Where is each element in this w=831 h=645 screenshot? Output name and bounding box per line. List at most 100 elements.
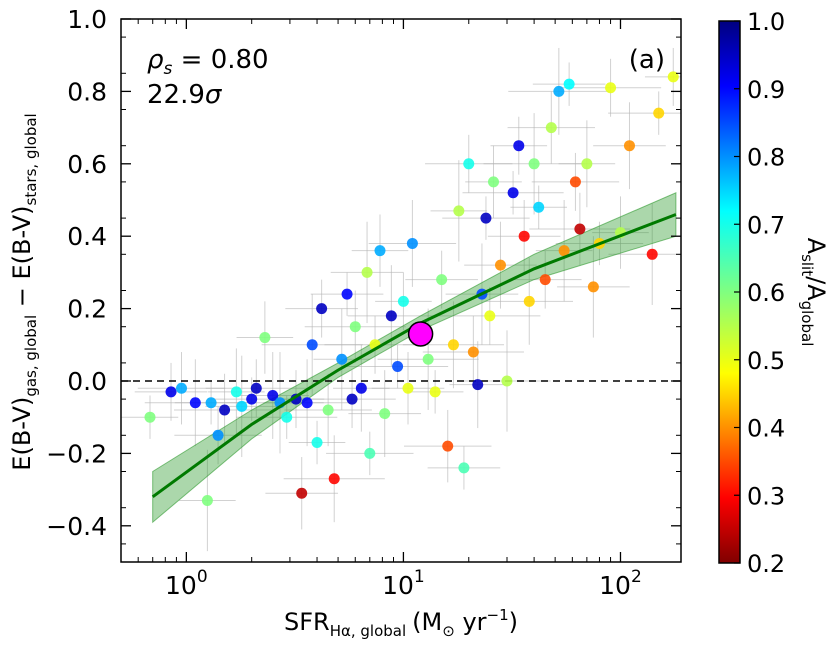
rho-annotation: ρs = 0.80 [147,45,269,79]
data-point [501,375,513,387]
data-point [533,201,545,213]
x-tick-label: 102 [599,567,642,600]
data-point [436,274,448,286]
data-point [301,397,313,409]
panel-label: (a) [629,45,665,75]
data-point [484,310,496,322]
y-tick-label: 0.6 [67,150,107,179]
significance-annotation: 22.9σ [147,80,223,110]
colorbar-tick-label: 1.0 [747,8,785,36]
data-point [442,440,454,452]
colorbar-tick-label: 0.3 [747,482,785,510]
data-point [316,303,328,315]
colorbar-tick-label: 0.6 [747,279,785,307]
data-point [406,237,418,249]
data-point [539,274,551,286]
data-point [341,288,353,300]
x-axis-label: SFRHα, global (M⊙ yr−1) [284,606,518,640]
data-point [545,122,557,134]
data-point [402,382,414,394]
data-point [523,295,535,307]
data-point [513,140,525,152]
data-point [429,386,441,398]
colorbar-label: Aslit/Aglobal [798,238,830,347]
data-point [574,223,586,235]
data-point [259,332,271,344]
data-point [205,397,217,409]
highlight-point [407,321,434,347]
data-point [581,158,593,170]
y-tick-label: 0.4 [67,222,107,251]
data-point [558,245,570,257]
data-point [189,397,201,409]
data-point [165,386,177,398]
colorbar-tick-label: 0.2 [747,550,785,578]
data-point [623,140,635,152]
data-point [349,321,361,333]
data-point [653,107,665,119]
data-point [236,400,248,412]
data-point [467,346,479,358]
data-point [212,429,224,441]
axis-ticks: 100 101 102 1.0 0.8 0.6 0.4 0.2 0.0 −0.2 −0.4 [46,5,681,600]
data-point [219,404,231,416]
data-point [296,487,308,499]
y-axis-label: E(B-V)gas, global − E(B-V)stars, global [8,113,40,470]
data-point [422,353,434,365]
colorbar-tick-label: 0.9 [747,76,785,104]
data-point [458,462,470,474]
data-point [563,78,575,90]
data-point [246,393,258,405]
data-point [587,281,599,293]
data-point [667,71,679,83]
fit-line [151,213,677,499]
data-point [230,386,242,398]
data-point [487,176,499,188]
y-tick-label: 1.0 [67,5,107,34]
data-point [201,494,213,506]
data-point [176,382,188,394]
data-point [328,473,340,485]
y-tick-label: 0.0 [67,367,107,396]
data-point [569,176,581,188]
x-tick-label: 101 [382,567,425,600]
data-point [605,82,617,94]
data-point [507,187,519,199]
data-point [480,212,492,224]
y-tick-label: 0.8 [67,77,107,106]
colorbar-tick-label: 0.5 [747,347,785,375]
data-point [355,382,367,394]
data-point [364,447,376,459]
data-point [346,393,358,405]
data-point [553,85,565,97]
data-point [144,411,156,423]
colorbar-tick-label: 0.8 [747,144,785,172]
colorbar-tick-label: 0.4 [747,415,785,443]
y-tick-label: −0.4 [46,512,107,541]
data-point [447,339,459,351]
error-bars [121,47,681,552]
data-point [494,259,506,271]
data-point [472,379,484,391]
data-point [518,230,530,242]
data-point [392,361,404,373]
data-point [306,339,318,351]
data-point [250,382,262,394]
data-point [267,389,279,401]
data-point [463,158,475,170]
data-point [379,408,391,420]
data-point [281,411,293,423]
data-point [397,295,409,307]
data-point [311,437,323,449]
data-points [144,71,679,506]
data-point [336,353,348,365]
y-tick-label: −0.2 [46,439,107,468]
colorbar-ticks: 1.0 0.9 0.8 0.7 0.6 0.5 0.4 0.3 0.2 [734,8,785,578]
data-point [528,158,540,170]
colorbar-tick-label: 0.7 [747,211,785,239]
data-point [322,404,334,416]
data-point [385,310,397,322]
x-tick-label: 100 [165,567,208,600]
y-tick-label: 0.2 [67,295,107,324]
